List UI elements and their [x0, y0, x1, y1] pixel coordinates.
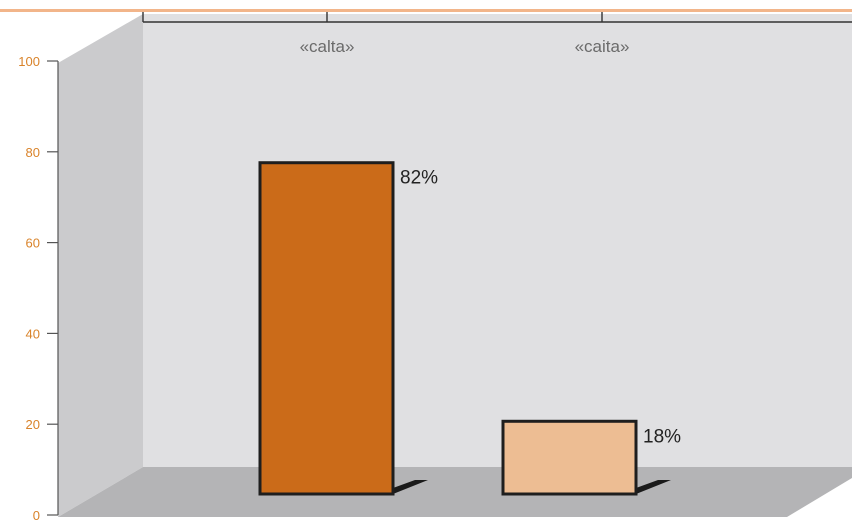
- category-axis: «calta» «caita»: [142, 12, 852, 56]
- y-tick-label: 80: [26, 145, 40, 160]
- y-tick-label: 60: [26, 236, 40, 251]
- y-tick-label: 0: [33, 508, 40, 520]
- top-rule: [0, 9, 852, 12]
- category-label: «caita»: [575, 37, 630, 56]
- y-tick-label: 20: [26, 417, 40, 432]
- bar-shadow: [393, 480, 428, 494]
- data-label: 82%: [400, 168, 438, 189]
- y-tick-label: 40: [26, 326, 40, 341]
- bar: [258, 161, 395, 496]
- floor: [58, 467, 852, 517]
- y-tick-label: 100: [18, 54, 40, 69]
- category-label: «calta»: [300, 37, 355, 56]
- bar: [501, 419, 638, 496]
- data-label: 18%: [643, 426, 681, 447]
- back-wall: [143, 14, 852, 467]
- side-wall: [58, 14, 143, 517]
- bars: 82% 18%: [258, 161, 681, 496]
- y-axis: 0 20 40 60 80 100: [18, 54, 59, 520]
- bar-shadow: [636, 480, 671, 494]
